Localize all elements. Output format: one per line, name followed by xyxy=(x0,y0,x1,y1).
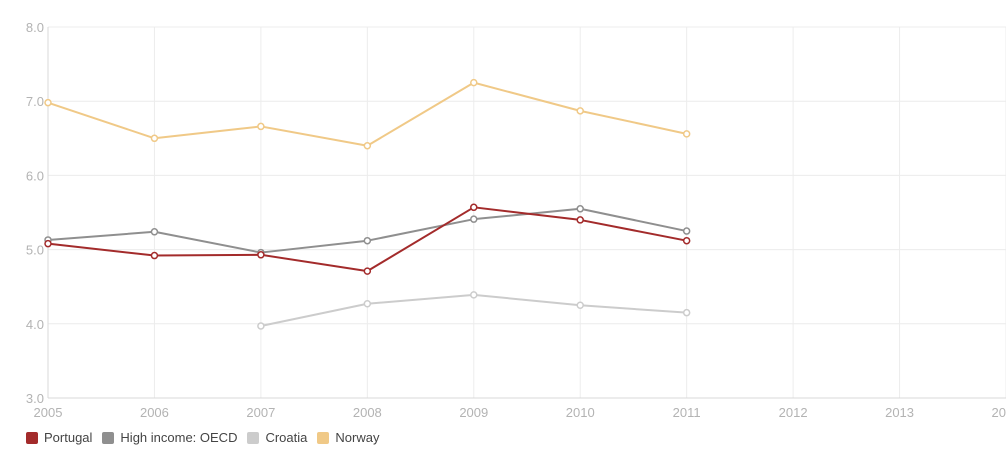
data-point-norway xyxy=(470,78,478,87)
y-tick-label: 5.0 xyxy=(26,243,44,258)
x-tick-label: 2011 xyxy=(673,405,701,420)
legend-label: Portugal xyxy=(44,430,93,445)
x-tick-label: 2005 xyxy=(34,405,63,420)
x-tick-label: 2014 xyxy=(992,405,1006,420)
data-point-high-income-oecd xyxy=(470,215,478,223)
legend: Portugal High income: OECD Croatia Norway xyxy=(26,430,389,445)
x-tick-label: 2013 xyxy=(885,405,914,420)
data-point-norway xyxy=(363,141,372,150)
legend-item-croatia[interactable]: Croatia xyxy=(247,430,307,445)
legend-swatch xyxy=(26,431,38,444)
data-point-croatia xyxy=(470,291,478,299)
data-point-high-income-oecd xyxy=(682,227,691,235)
data-point-portugal xyxy=(363,267,372,275)
y-tick-label: 4.0 xyxy=(26,317,44,332)
data-point-norway xyxy=(682,130,691,138)
y-tick-label: 7.0 xyxy=(26,94,44,109)
y-tick-label: 8.0 xyxy=(26,20,44,35)
legend-label: Norway xyxy=(335,430,380,445)
y-tick-label: 3.0 xyxy=(26,391,44,406)
data-point-portugal xyxy=(257,251,265,259)
legend-label: High income: OECD xyxy=(120,430,238,445)
legend-swatch xyxy=(247,431,260,444)
data-point-croatia xyxy=(682,308,691,317)
data-point-portugal xyxy=(470,203,478,212)
data-point-norway xyxy=(44,98,52,107)
data-point-portugal xyxy=(576,216,584,224)
data-point-portugal xyxy=(682,236,691,245)
legend-item-portugal[interactable]: Portugal xyxy=(26,430,92,445)
data-point-croatia xyxy=(363,300,372,308)
data-point-norway xyxy=(576,107,584,115)
data-point-portugal xyxy=(150,251,159,260)
data-point-norway xyxy=(257,122,265,131)
data-point-norway xyxy=(150,134,159,143)
x-tick-label: 2012 xyxy=(779,405,808,420)
data-point-high-income-oecd xyxy=(576,205,584,213)
data-point-croatia xyxy=(257,322,265,330)
data-point-high-income-oecd xyxy=(363,236,372,245)
data-point-portugal xyxy=(44,239,52,248)
legend-label: Croatia xyxy=(265,430,308,445)
legend-item-high-income-oecd[interactable]: High income: OECD xyxy=(102,430,237,445)
x-tick-label: 2007 xyxy=(246,405,275,420)
data-point-croatia xyxy=(576,301,584,309)
legend-item-norway[interactable]: Norway xyxy=(317,430,379,445)
legend-swatch xyxy=(102,431,115,444)
x-tick-label: 2009 xyxy=(459,405,488,420)
x-tick-label: 2006 xyxy=(140,405,169,420)
x-tick-label: 2008 xyxy=(353,405,382,420)
y-tick-label: 6.0 xyxy=(26,168,44,183)
x-tick-label: 2010 xyxy=(566,405,595,420)
data-point-high-income-oecd xyxy=(150,228,159,236)
line-chart: 3.0 4.0 5.0 6.0 7.0 8.0 2005 2006 2007 2008 2009 20… xyxy=(26,20,1006,420)
legend-swatch xyxy=(317,431,330,444)
